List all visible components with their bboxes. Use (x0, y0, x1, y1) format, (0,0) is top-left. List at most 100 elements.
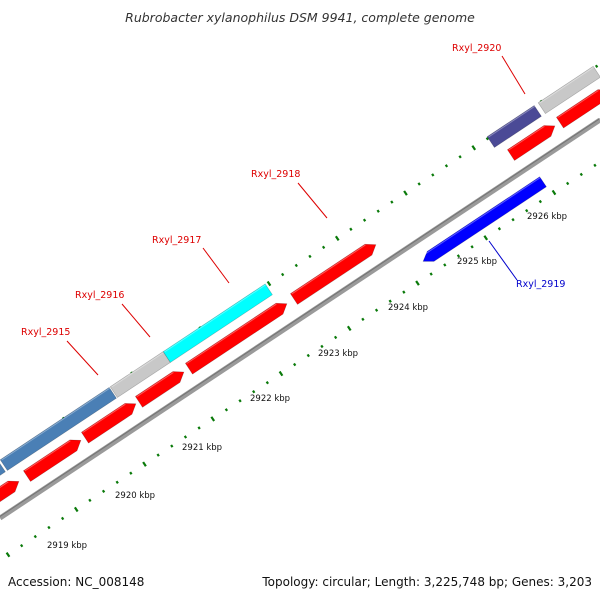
tick-mark (252, 390, 256, 394)
tick-mark (390, 200, 394, 204)
tick-mark (306, 353, 310, 358)
cds-rxyl-2921 (555, 89, 600, 129)
gene-label-rxyl-2917: Rxyl_2917 (152, 235, 201, 246)
tick-mark (538, 199, 542, 204)
tick-mark (197, 426, 201, 430)
gene-label-rxyl-2915: Rxyl_2915 (21, 327, 70, 338)
gene-rxyl-2921-highlight (539, 66, 594, 104)
tick-mark (334, 235, 340, 241)
tick-mark (417, 182, 421, 186)
tick-mark (388, 299, 392, 303)
scale-labels: 2919 kbp 2920 kbp 2921 kbp 2922 kbp 2923… (47, 212, 567, 551)
gene-rxyl-2920 (486, 105, 542, 148)
tick-mark (362, 218, 367, 222)
gene-label-rxyl-2919: Rxyl_2919 (516, 279, 565, 290)
tick-mark (129, 471, 133, 475)
tick-mark (238, 399, 242, 403)
tick-mark (183, 435, 188, 439)
scale-label-2926: 2926 kbp (527, 212, 567, 222)
tick-mark (224, 408, 229, 412)
tick-mark (415, 280, 420, 286)
cds-rxyl-2917 (184, 302, 288, 375)
tick-mark (374, 308, 379, 312)
cds-rxyl-2918-highlight (291, 244, 366, 295)
tick-mark (115, 480, 119, 484)
cds-rxyl-2920 (506, 125, 556, 161)
tick-mark (73, 506, 79, 513)
scale-label-2919: 2919 kbp (47, 541, 87, 551)
cds-rxyl-2915 (22, 439, 82, 482)
tick-mark (320, 344, 324, 349)
tick-mark (485, 137, 490, 141)
tick-mark (265, 380, 269, 385)
gene-label-rxyl-2918: Rxyl_2918 (251, 169, 300, 180)
tick-mark (471, 145, 477, 151)
tick-mark (210, 416, 216, 422)
tick-mark (142, 461, 147, 467)
gene-rxyl-2919 (422, 176, 547, 262)
tick-mark (321, 245, 326, 250)
scale-label-2920: 2920 kbp (115, 491, 155, 501)
gene-labels: Rxyl_2915 Rxyl_2916 Rxyl_2917 Rxyl_2918 … (21, 43, 565, 376)
tick-mark (170, 444, 174, 448)
topology-text: Topology: circular; Length: 3,225,748 bp… (261, 575, 592, 589)
feature-tracks (0, 65, 600, 503)
scale-label-2922: 2922 kbp (250, 394, 290, 404)
tick-mark (525, 208, 529, 213)
accession-text: Accession: NC_008148 (8, 575, 144, 589)
tick-mark (470, 245, 474, 249)
cds-rxyl-2914 (0, 480, 20, 503)
tick-mark (443, 263, 447, 267)
tick-mark (458, 155, 462, 159)
tick-mark (456, 254, 461, 258)
tick-mark (594, 64, 599, 68)
tick-mark (483, 235, 489, 241)
gene-rxyl-2915-highlight (1, 387, 110, 461)
tick-mark (294, 263, 298, 268)
cds-rxyl-2916b-highlight (136, 371, 174, 398)
tick-mark (346, 325, 352, 332)
tick-mark (281, 272, 285, 277)
tick-mark (579, 172, 583, 177)
scale-label-2924: 2924 kbp (388, 303, 428, 313)
tick-mark (5, 552, 11, 558)
cds-rxyl-2920-highlight (508, 125, 545, 151)
tick-mark (444, 164, 449, 168)
gene-rxyl-2914 (0, 463, 6, 476)
gene-rxyl-2920-highlight (488, 105, 535, 138)
scale-label-2921: 2921 kbp (182, 443, 222, 453)
tick-mark (403, 190, 408, 196)
tick-mark (293, 362, 297, 367)
tick-mark (33, 534, 37, 539)
scale-label-2923: 2923 kbp (318, 349, 358, 359)
gene-rxyl-2919-highlight (420, 177, 541, 258)
tick-mark (593, 163, 597, 168)
map-title: Rubrobacter xylanophilus DSM 9941, compl… (125, 10, 475, 25)
scale-label-2925: 2925 kbp (457, 257, 497, 267)
cds-rxyl-2915-highlight (24, 440, 71, 472)
tick-mark (266, 280, 272, 287)
tick-mark (551, 189, 557, 196)
tick-mark (47, 525, 51, 530)
tick-mark (429, 272, 433, 276)
tick-mark (511, 218, 515, 222)
gene-rxyl-2921 (537, 65, 600, 115)
tick-mark (156, 453, 160, 457)
tick-mark (431, 173, 435, 177)
tick-mark (349, 227, 353, 231)
cds-rxyl-2914-highlight (0, 481, 9, 488)
gene-rxyl-2916-highlight (111, 351, 164, 388)
tick-mark (88, 498, 92, 503)
gene-rxyl-2917-highlight (164, 284, 266, 353)
tick-mark (333, 335, 338, 340)
cds-rxyl-2921-highlight (557, 90, 599, 118)
tick-mark (20, 543, 24, 548)
cds-rxyl-2916-highlight (82, 403, 126, 433)
cds-rxyl-2916b (134, 371, 185, 408)
cds-rxyl-2916 (80, 403, 137, 444)
cds-rxyl-2918 (289, 243, 377, 305)
genome-backbone (0, 117, 600, 521)
tick-mark (497, 227, 502, 231)
tick-mark (376, 209, 380, 213)
